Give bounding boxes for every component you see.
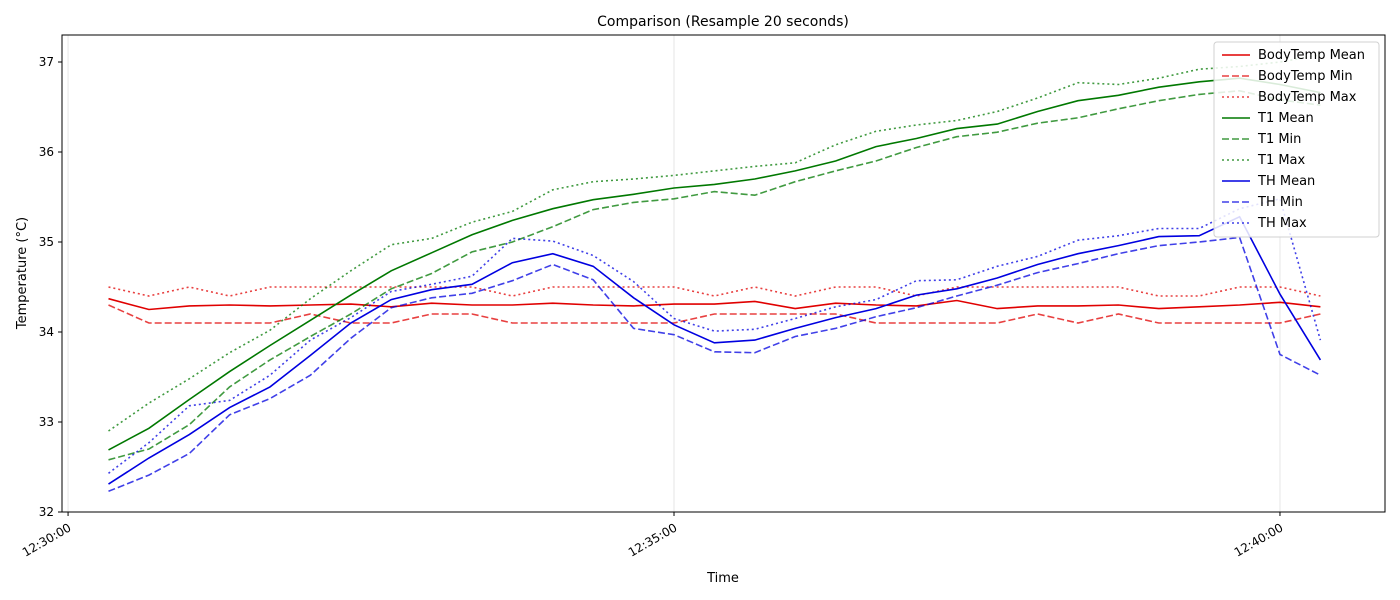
x-axis: 12:30:00 12:35:00 12:40:00: [20, 512, 1286, 560]
series-line-th-min: [108, 236, 1321, 493]
legend-entry: T1 Min: [1257, 132, 1301, 147]
y-tick-label: 34: [39, 325, 54, 339]
plot-area: [108, 54, 1322, 493]
x-axis-label: Time: [706, 571, 739, 586]
series-line-th-mean: [108, 215, 1322, 485]
legend-entry: T1 Mean: [1257, 111, 1314, 126]
legend-entry: BodyTemp Min: [1258, 69, 1353, 84]
y-tick-label: 32: [39, 505, 54, 519]
legend-entry: T1 Max: [1257, 153, 1306, 168]
legend-entry: BodyTemp Mean: [1258, 48, 1365, 63]
y-axis-label: Temperature (°C): [15, 217, 30, 330]
y-tick-label: 37: [39, 55, 54, 69]
y-tick-label: 36: [39, 145, 54, 159]
series-line-t1-mean: [108, 77, 1321, 451]
series-line-t1-max: [108, 54, 1321, 432]
chart-title: Comparison (Resample 20 seconds): [597, 14, 849, 30]
series-line-bodytemp-max: [108, 286, 1321, 297]
y-tick-label: 33: [39, 415, 54, 429]
legend-entry: TH Max: [1257, 216, 1307, 231]
x-tick-label: 12:35:00: [626, 520, 680, 559]
y-tick-label: 35: [39, 235, 54, 249]
legend-entry: BodyTemp Max: [1258, 90, 1357, 105]
legend-entry: TH Mean: [1257, 174, 1315, 189]
series-line-bodytemp-min: [108, 304, 1321, 324]
legend-box: [1213, 41, 1380, 238]
legend: BodyTemp Mean BodyTemp Min BodyTemp Max T1 …: [1213, 41, 1380, 238]
x-tick-label: 12:30:00: [20, 520, 74, 559]
x-tick-label: 12:40:00: [1232, 520, 1286, 559]
series-line-th-max: [108, 197, 1322, 474]
plot-frame: [61, 34, 1386, 513]
y-axis: 32 33 34 35 36 37: [39, 55, 62, 519]
grid: [67, 35, 1281, 512]
series-line-bodytemp-mean: [108, 297, 1321, 311]
legend-entry: TH Min: [1257, 195, 1303, 210]
series-line-t1-min: [108, 89, 1321, 461]
